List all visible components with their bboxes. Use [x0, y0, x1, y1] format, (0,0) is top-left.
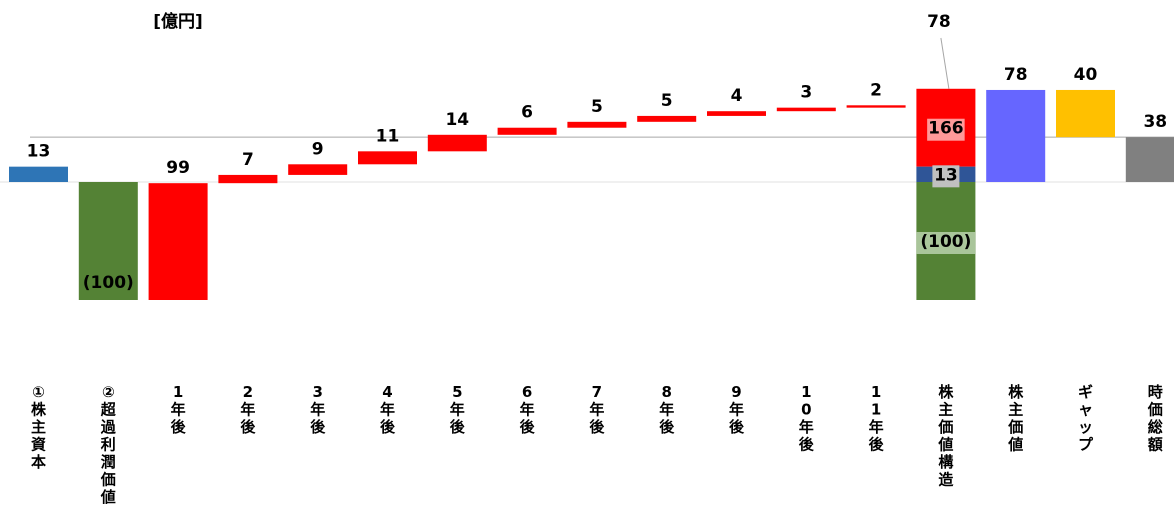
bar-y11	[846, 105, 906, 108]
category-label-y5: 5 年後	[449, 383, 466, 436]
bar-y5	[427, 134, 487, 152]
bar-equity	[9, 166, 68, 182]
category-label-y1: 1 年後	[170, 383, 187, 436]
value-label-y8: 5	[661, 91, 673, 111]
value-label-y9: 4	[731, 86, 743, 106]
structure-leader-line	[940, 37, 950, 89]
bar-y1	[148, 183, 208, 300]
structure-label-bottom: (100)	[920, 232, 971, 252]
category-label-y2: 2 年後	[239, 383, 256, 436]
category-label-gap: ギャップ	[1078, 383, 1094, 454]
structure-label-mid-bg	[932, 165, 960, 188]
value-label-y11: 2	[870, 80, 882, 100]
value-label-y1: 99	[166, 158, 190, 178]
category-label-shareholder_value: 株主価値	[1007, 383, 1024, 454]
value-label-y2: 7	[242, 150, 254, 170]
unit-label: [億円]	[153, 11, 203, 32]
bar-y2	[218, 174, 278, 184]
bar-y9	[707, 111, 766, 116]
structure-label-top: 166	[928, 119, 964, 139]
category-label-y8: 8 年後	[658, 383, 675, 436]
value-label-equity: 13	[27, 142, 51, 162]
structure-label-mid: 13	[934, 165, 958, 185]
value-label-y7: 5	[591, 97, 603, 117]
category-label-y10: 1 0 年後	[798, 383, 815, 454]
bar-shareholder_value	[986, 89, 1046, 182]
bar-y4	[358, 151, 417, 165]
value-label-y4: 11	[376, 126, 400, 146]
category-label-y6: 6 年後	[519, 383, 536, 436]
bar-market_cap	[1125, 137, 1174, 182]
value-label-y10: 3	[800, 83, 812, 103]
category-label-structure: 株主価値構造	[937, 383, 954, 489]
bar-excess_profit	[78, 182, 138, 300]
structure-label-top-bg	[927, 118, 965, 141]
value-label-excess_profit: (100)	[83, 273, 134, 293]
value-label-y3: 9	[312, 139, 324, 159]
bar-y7	[567, 121, 627, 128]
value-label-y6: 6	[521, 103, 533, 123]
bar-y6	[497, 127, 557, 135]
structure-total-label: 78	[927, 12, 951, 32]
structure-label-bottom-bg	[916, 232, 976, 254]
value-label-gap: 40	[1074, 65, 1098, 85]
category-label-y3: 3 年後	[309, 383, 326, 436]
value-label-y5: 14	[445, 110, 469, 130]
category-label-y9: 9 年後	[728, 383, 745, 436]
category-label-excess_profit: ② 超過利潤価値	[100, 383, 117, 506]
category-label-y4: 4 年後	[379, 383, 396, 436]
category-label-y11: 1 1 年後	[868, 383, 885, 454]
category-label-equity: ① 株主資本	[31, 383, 47, 471]
bar-y3	[288, 164, 348, 175]
category-label-market_cap: 時価総額	[1147, 383, 1163, 454]
bar-gap	[1056, 89, 1115, 138]
value-label-shareholder_value: 78	[1004, 65, 1028, 85]
bar-y8	[637, 115, 697, 122]
category-label-y7: 7 年後	[588, 383, 605, 436]
value-label-market_cap: 38	[1143, 112, 1167, 132]
bar-y10	[776, 107, 836, 112]
